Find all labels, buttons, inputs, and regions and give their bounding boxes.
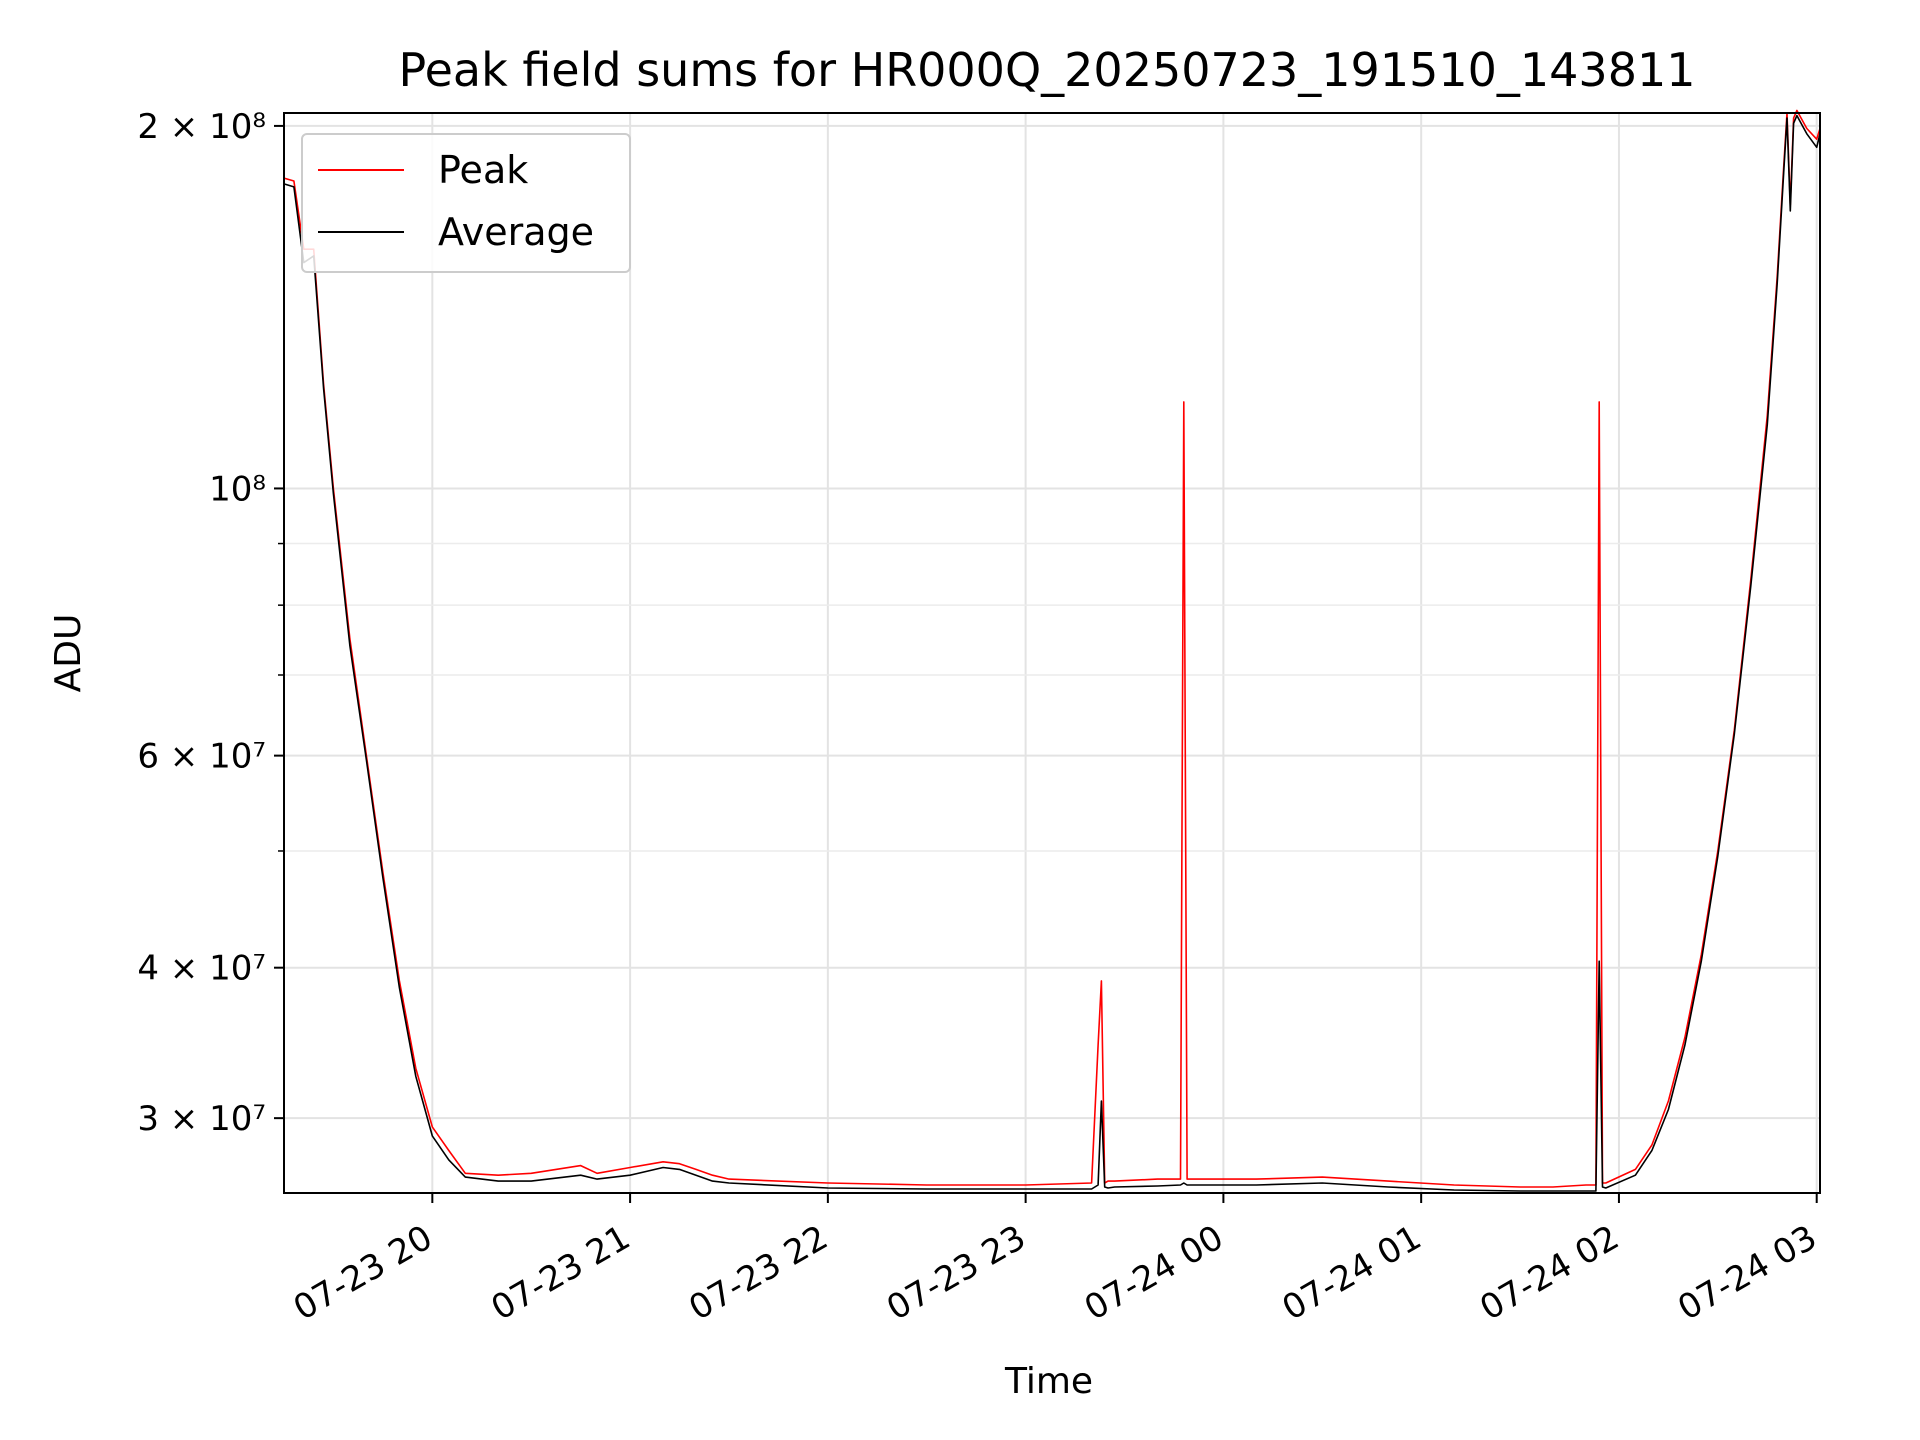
plot-lines [283, 109, 1821, 1192]
y-tick-label: 3 × 10⁷ [137, 1099, 266, 1139]
y-tick-label: 10⁸ [209, 469, 266, 509]
plot-frame [283, 112, 1821, 1194]
y-axis-label: ADU [48, 614, 89, 693]
y-tick-label: 2 × 10⁸ [137, 107, 266, 147]
y-tick-label: 6 × 10⁷ [137, 737, 266, 777]
y-tick-label: 4 × 10⁷ [137, 949, 266, 989]
grid [284, 113, 1820, 1193]
series-line-average [283, 114, 1821, 1192]
y-axis-ticks: 3 × 10⁷ 4 × 10⁷ 6 × 10⁷ 10⁸ 2 × 10⁸ [137, 107, 284, 1139]
chart-title: Peak field sums for HR000Q_20250723_1915… [398, 43, 1695, 97]
legend-average-label: Average [438, 210, 594, 254]
legend-peak-label: Peak [438, 148, 528, 192]
x-axis-label: Time [1004, 1361, 1093, 1402]
legend: Peak Average [301, 133, 631, 273]
legend-box [301, 133, 631, 273]
